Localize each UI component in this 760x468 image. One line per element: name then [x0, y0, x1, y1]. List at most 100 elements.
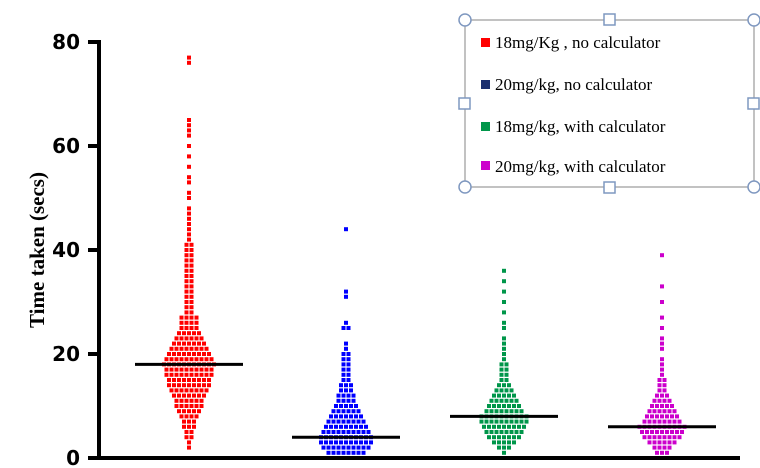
data-point	[512, 440, 516, 445]
resize-handle-left[interactable]	[458, 97, 471, 110]
data-point	[197, 409, 201, 414]
data-point	[341, 398, 346, 403]
data-point	[657, 419, 662, 424]
data-point	[667, 445, 672, 450]
data-point	[194, 388, 199, 393]
data-point	[189, 398, 194, 403]
data-point	[174, 346, 179, 351]
data-point	[514, 419, 519, 424]
data-point	[499, 398, 504, 403]
data-point	[179, 346, 184, 351]
data-point	[194, 320, 199, 325]
data-point	[660, 326, 664, 330]
legend-swatch-green	[481, 122, 490, 131]
data-point	[499, 362, 504, 367]
data-point	[484, 409, 489, 414]
data-point	[202, 383, 206, 388]
data-point	[492, 424, 496, 429]
legend-label-4: 20mg/kg, with calculator	[495, 157, 666, 176]
data-point	[341, 367, 346, 372]
data-point	[504, 367, 509, 372]
data-point	[192, 331, 196, 336]
data-point	[662, 398, 667, 403]
data-point	[354, 440, 358, 445]
data-point	[479, 419, 484, 424]
data-point	[182, 331, 186, 336]
data-point	[492, 404, 496, 408]
data-point	[657, 440, 662, 445]
data-point	[344, 346, 348, 351]
data-point	[179, 388, 184, 393]
resize-handle-top[interactable]	[603, 13, 616, 26]
data-point	[326, 419, 331, 424]
data-point	[339, 424, 343, 429]
resize-handle-top-left[interactable]	[458, 13, 472, 27]
data-point	[346, 378, 351, 382]
data-point	[494, 430, 499, 434]
data-point	[489, 430, 494, 434]
data-point	[184, 372, 189, 377]
data-point	[504, 388, 509, 393]
data-point	[652, 409, 657, 414]
data-point	[184, 326, 189, 330]
data-point	[672, 419, 677, 424]
data-point	[502, 320, 506, 325]
data-point	[346, 326, 351, 330]
data-point	[189, 279, 194, 284]
data-point	[204, 346, 209, 351]
data-point	[189, 435, 194, 440]
data-point	[177, 341, 181, 346]
data-point	[366, 430, 371, 434]
data-point	[356, 409, 361, 414]
data-point	[344, 289, 348, 294]
data-point	[662, 378, 667, 382]
data-point	[346, 419, 351, 424]
data-point	[344, 341, 348, 346]
data-point	[187, 222, 191, 226]
data-point	[194, 414, 199, 419]
data-point	[346, 357, 351, 362]
data-point	[655, 450, 659, 455]
data-point	[657, 383, 662, 388]
data-point	[484, 430, 489, 434]
legend[interactable]: 18mg/Kg , no calculator 20mg/kg, no calc…	[458, 13, 760, 194]
resize-handle-bottom[interactable]	[603, 181, 616, 194]
data-point	[331, 445, 336, 450]
data-point	[194, 346, 199, 351]
resize-handle-bottom-left[interactable]	[458, 180, 472, 194]
data-point	[336, 445, 341, 450]
data-point	[189, 284, 194, 289]
data-point	[187, 180, 191, 185]
data-point	[177, 331, 181, 336]
data-point	[187, 55, 191, 60]
data-point	[359, 414, 363, 419]
data-point	[502, 310, 506, 315]
data-point	[207, 378, 211, 382]
data-point	[502, 445, 506, 450]
data-point	[349, 424, 353, 429]
legend-selection-handles[interactable]	[458, 13, 760, 194]
data-point	[324, 440, 328, 445]
data-point	[207, 352, 211, 356]
data-point	[660, 341, 664, 346]
data-point	[199, 357, 204, 362]
data-point	[184, 284, 189, 289]
data-point	[184, 435, 189, 440]
data-point	[672, 440, 677, 445]
data-point	[194, 367, 199, 372]
data-point	[657, 398, 662, 403]
data-point	[502, 346, 506, 351]
y-tick-label-80: 80	[52, 30, 80, 54]
data-point	[189, 300, 194, 304]
data-point	[672, 409, 677, 414]
data-point	[660, 404, 664, 408]
data-point	[209, 372, 214, 377]
data-point	[489, 398, 494, 403]
data-point	[184, 336, 189, 341]
data-point	[194, 404, 199, 408]
legend-swatch-magenta	[481, 161, 490, 170]
resize-handle-top-right[interactable]	[747, 13, 760, 27]
resize-handle-bottom-right[interactable]	[747, 180, 760, 194]
data-point	[647, 440, 652, 445]
resize-handle-right[interactable]	[747, 97, 760, 110]
